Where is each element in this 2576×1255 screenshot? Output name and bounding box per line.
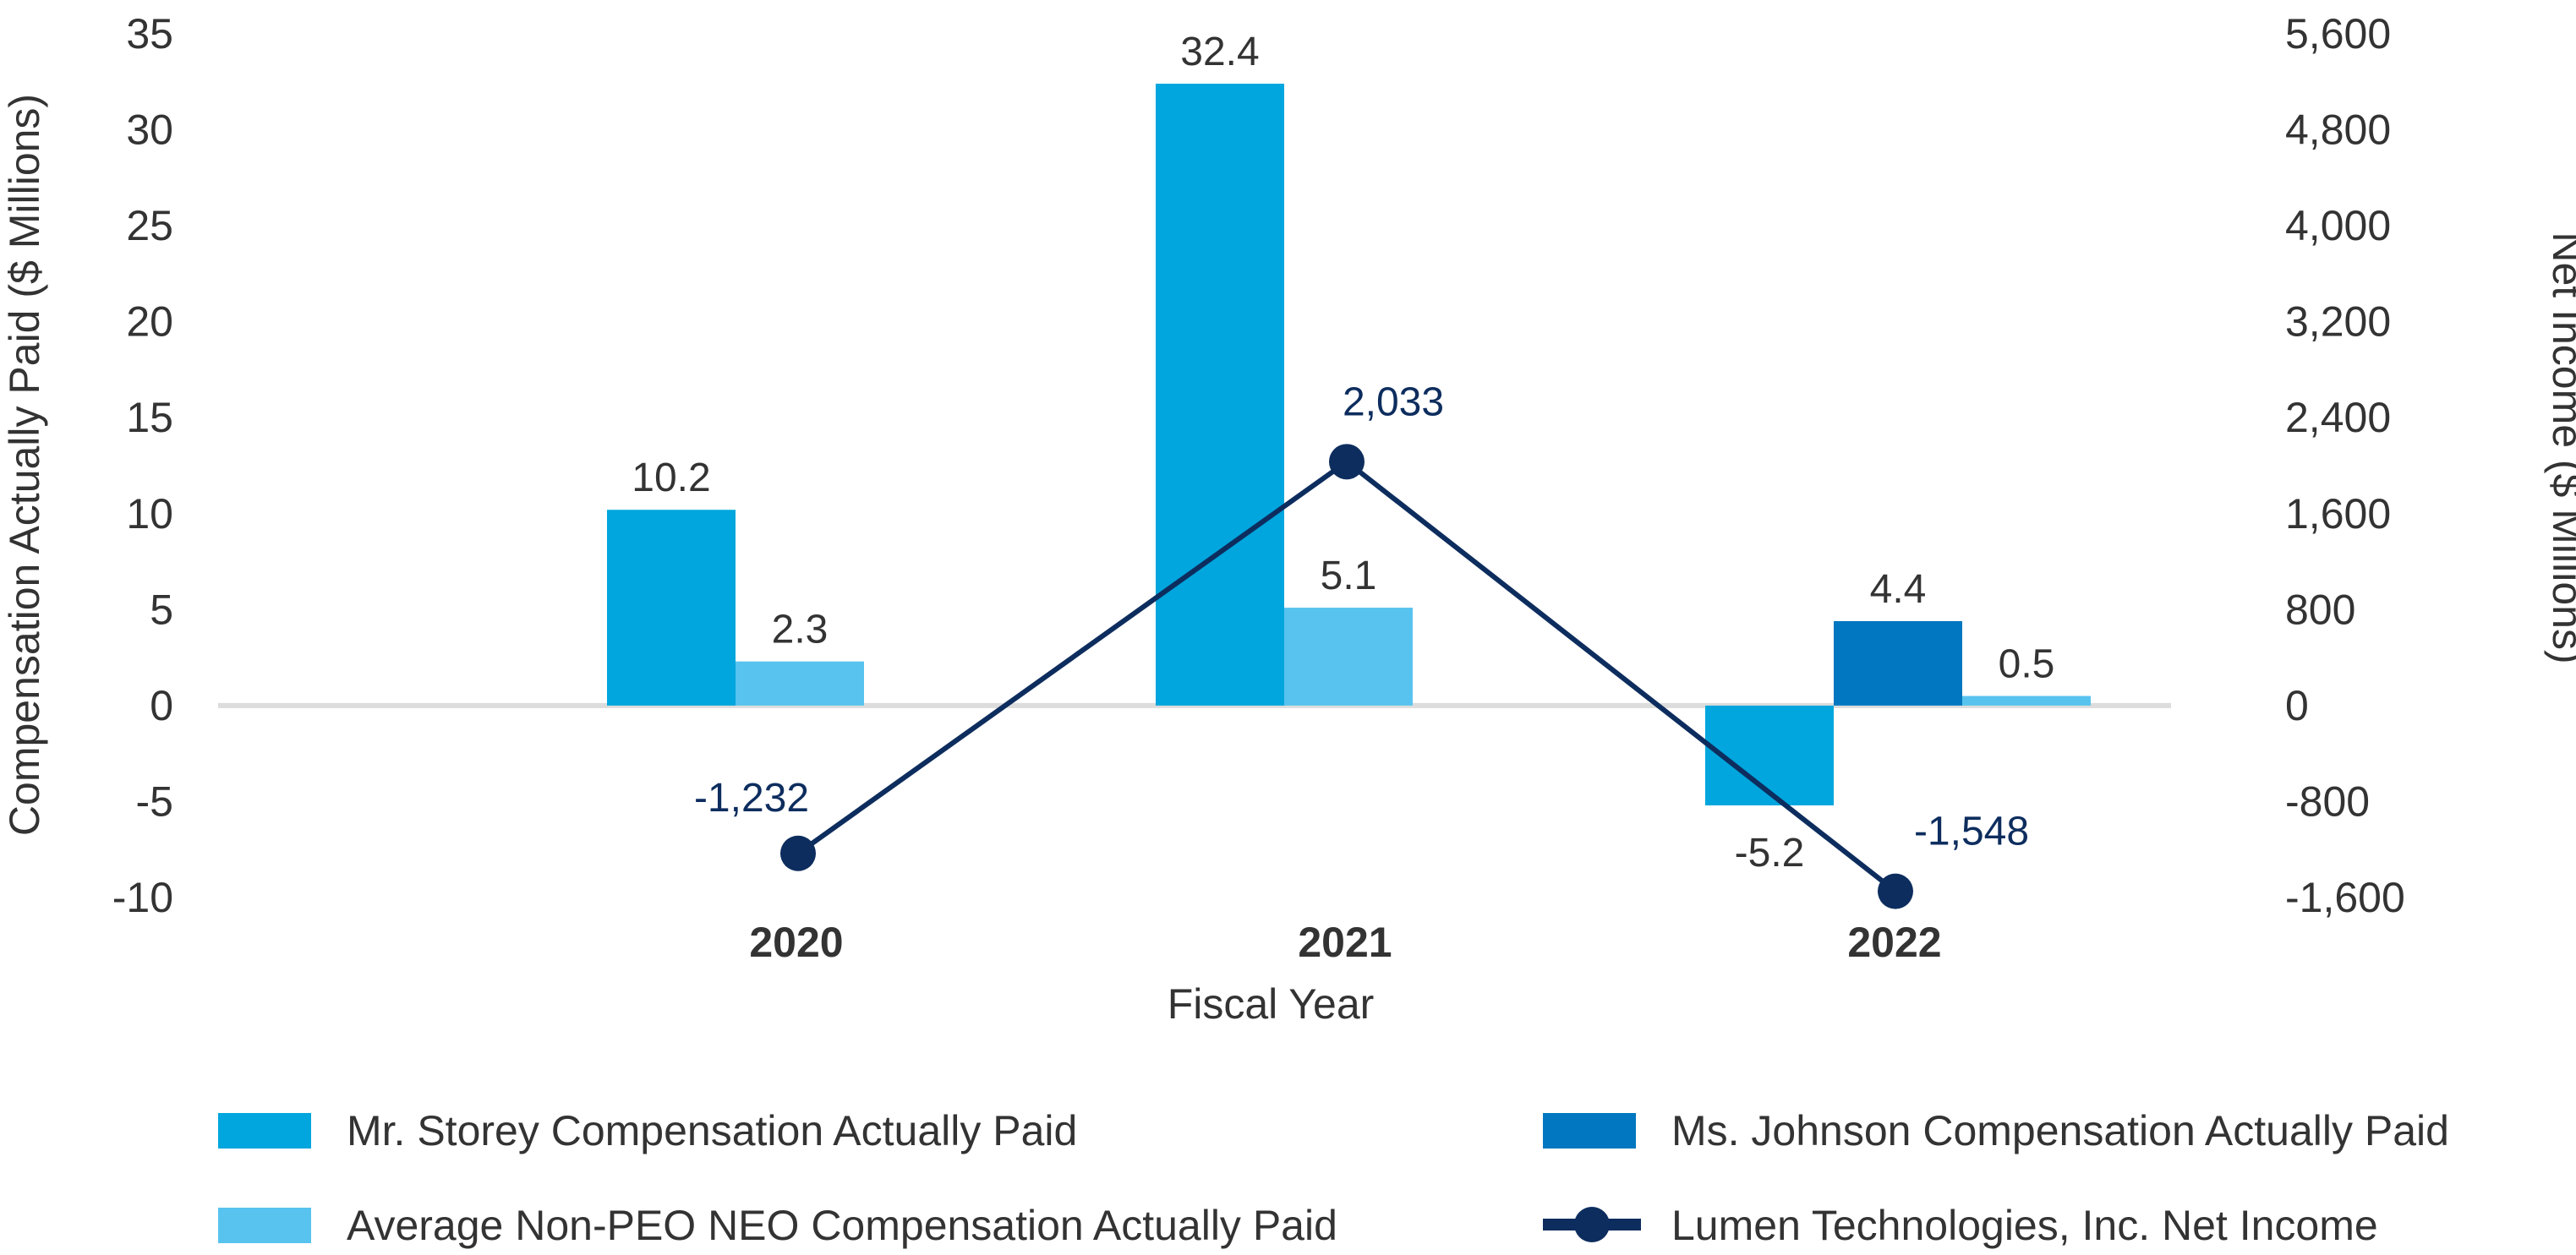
left-y-axis-title: Compensation Actually Paid ($ Millions)	[1, 94, 48, 836]
storey-bar-2020	[607, 510, 736, 706]
legend-label: Mr. Storey Compensation Actually Paid	[347, 1107, 1077, 1154]
legend-item: Average Non-PEO NEO Compensation Actuall…	[218, 1202, 1337, 1249]
net-income-value-label: -1,232	[694, 776, 809, 821]
johnson-bar-2022	[1834, 620, 1962, 706]
legend-label: Average Non-PEO NEO Compensation Actuall…	[347, 1202, 1337, 1249]
net-income-point-2021	[1329, 444, 1365, 480]
storey-bar-2021	[1156, 84, 1284, 706]
net-income-point-2020	[780, 835, 816, 871]
legend-item: Mr. Storey Compensation Actually Paid	[218, 1107, 1077, 1154]
left-axis-tick-label: 10	[126, 490, 173, 537]
left-axis-tick-label: 0	[150, 682, 173, 729]
right-axis-tick-label: 0	[2285, 682, 2309, 729]
storey-bar-2022-value-label: -5.2	[1735, 831, 1805, 876]
legend-swatch	[218, 1113, 311, 1149]
net-income-value-label: -1,548	[1914, 810, 2029, 854]
left-axis-tick-label: 25	[126, 202, 173, 249]
x-category-label-2021: 2021	[1298, 919, 1392, 966]
non-peo-bar-2020-value-label: 2.3	[772, 608, 829, 652]
net-income-value-label: 2,033	[1343, 379, 1444, 424]
x-category-label-2020: 2020	[749, 919, 843, 966]
legend-item: Lumen Technologies, Inc. Net Income	[1543, 1202, 2378, 1249]
left-axis-tick-label: 20	[126, 298, 173, 346]
storey-bar-2020-value-label: 10.2	[632, 456, 710, 500]
net-income-point-2022	[1878, 873, 1913, 909]
right-axis-tick-label: 3,200	[2285, 298, 2391, 346]
right-axis-tick-label: 2,400	[2285, 394, 2391, 441]
legend-label: Ms. Johnson Compensation Actually Paid	[1671, 1107, 2449, 1154]
right-axis-tick-label: 800	[2285, 586, 2355, 633]
johnson-bar-2022-value-label: 4.4	[1870, 567, 1927, 612]
x-axis-title: Fiscal Year	[1168, 980, 1375, 1028]
left-axis-tick-label: 30	[126, 106, 173, 154]
left-axis-tick-label: 5	[150, 586, 173, 633]
legend-swatch	[218, 1208, 311, 1243]
non-peo-bar-2020	[736, 661, 864, 706]
non-peo-bar-2022-value-label: 0.5	[1999, 642, 2055, 687]
legend-dot-swatch	[1574, 1207, 1610, 1242]
right-axis-tick-label: 4,000	[2285, 202, 2391, 249]
right-axis-tick-label: -1,600	[2285, 874, 2405, 921]
right-axis-tick-label: 4,800	[2285, 106, 2391, 154]
legend-swatch	[1543, 1113, 1636, 1149]
storey-bar-2021-value-label: 32.4	[1180, 30, 1259, 74]
left-axis-tick-label: -10	[112, 874, 173, 921]
non-peo-bar-2021-value-label: 5.1	[1321, 554, 1377, 598]
legend-label: Lumen Technologies, Inc. Net Income	[1671, 1202, 2378, 1249]
right-axis-tick-label: 5,600	[2285, 10, 2391, 57]
left-axis-tick-label: -5	[136, 778, 173, 825]
legend-item: Ms. Johnson Compensation Actually Paid	[1543, 1107, 2449, 1154]
non-peo-bar-2021	[1284, 608, 1413, 706]
left-axis-tick-label: 15	[126, 394, 173, 441]
left-axis-tick-label: 35	[126, 10, 173, 57]
right-axis-tick-label: -800	[2285, 778, 2370, 825]
right-axis-tick-label: 1,600	[2285, 490, 2391, 537]
storey-bar-2022	[1705, 705, 1834, 805]
right-y-axis-title: Net Income ($ Millions)	[2544, 232, 2576, 663]
x-category-label-2022: 2022	[1847, 919, 1941, 966]
non-peo-bar-2022	[1962, 696, 2091, 706]
